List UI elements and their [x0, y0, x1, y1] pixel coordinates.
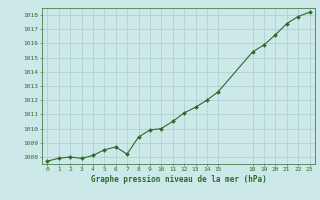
X-axis label: Graphe pression niveau de la mer (hPa): Graphe pression niveau de la mer (hPa)	[91, 175, 266, 184]
